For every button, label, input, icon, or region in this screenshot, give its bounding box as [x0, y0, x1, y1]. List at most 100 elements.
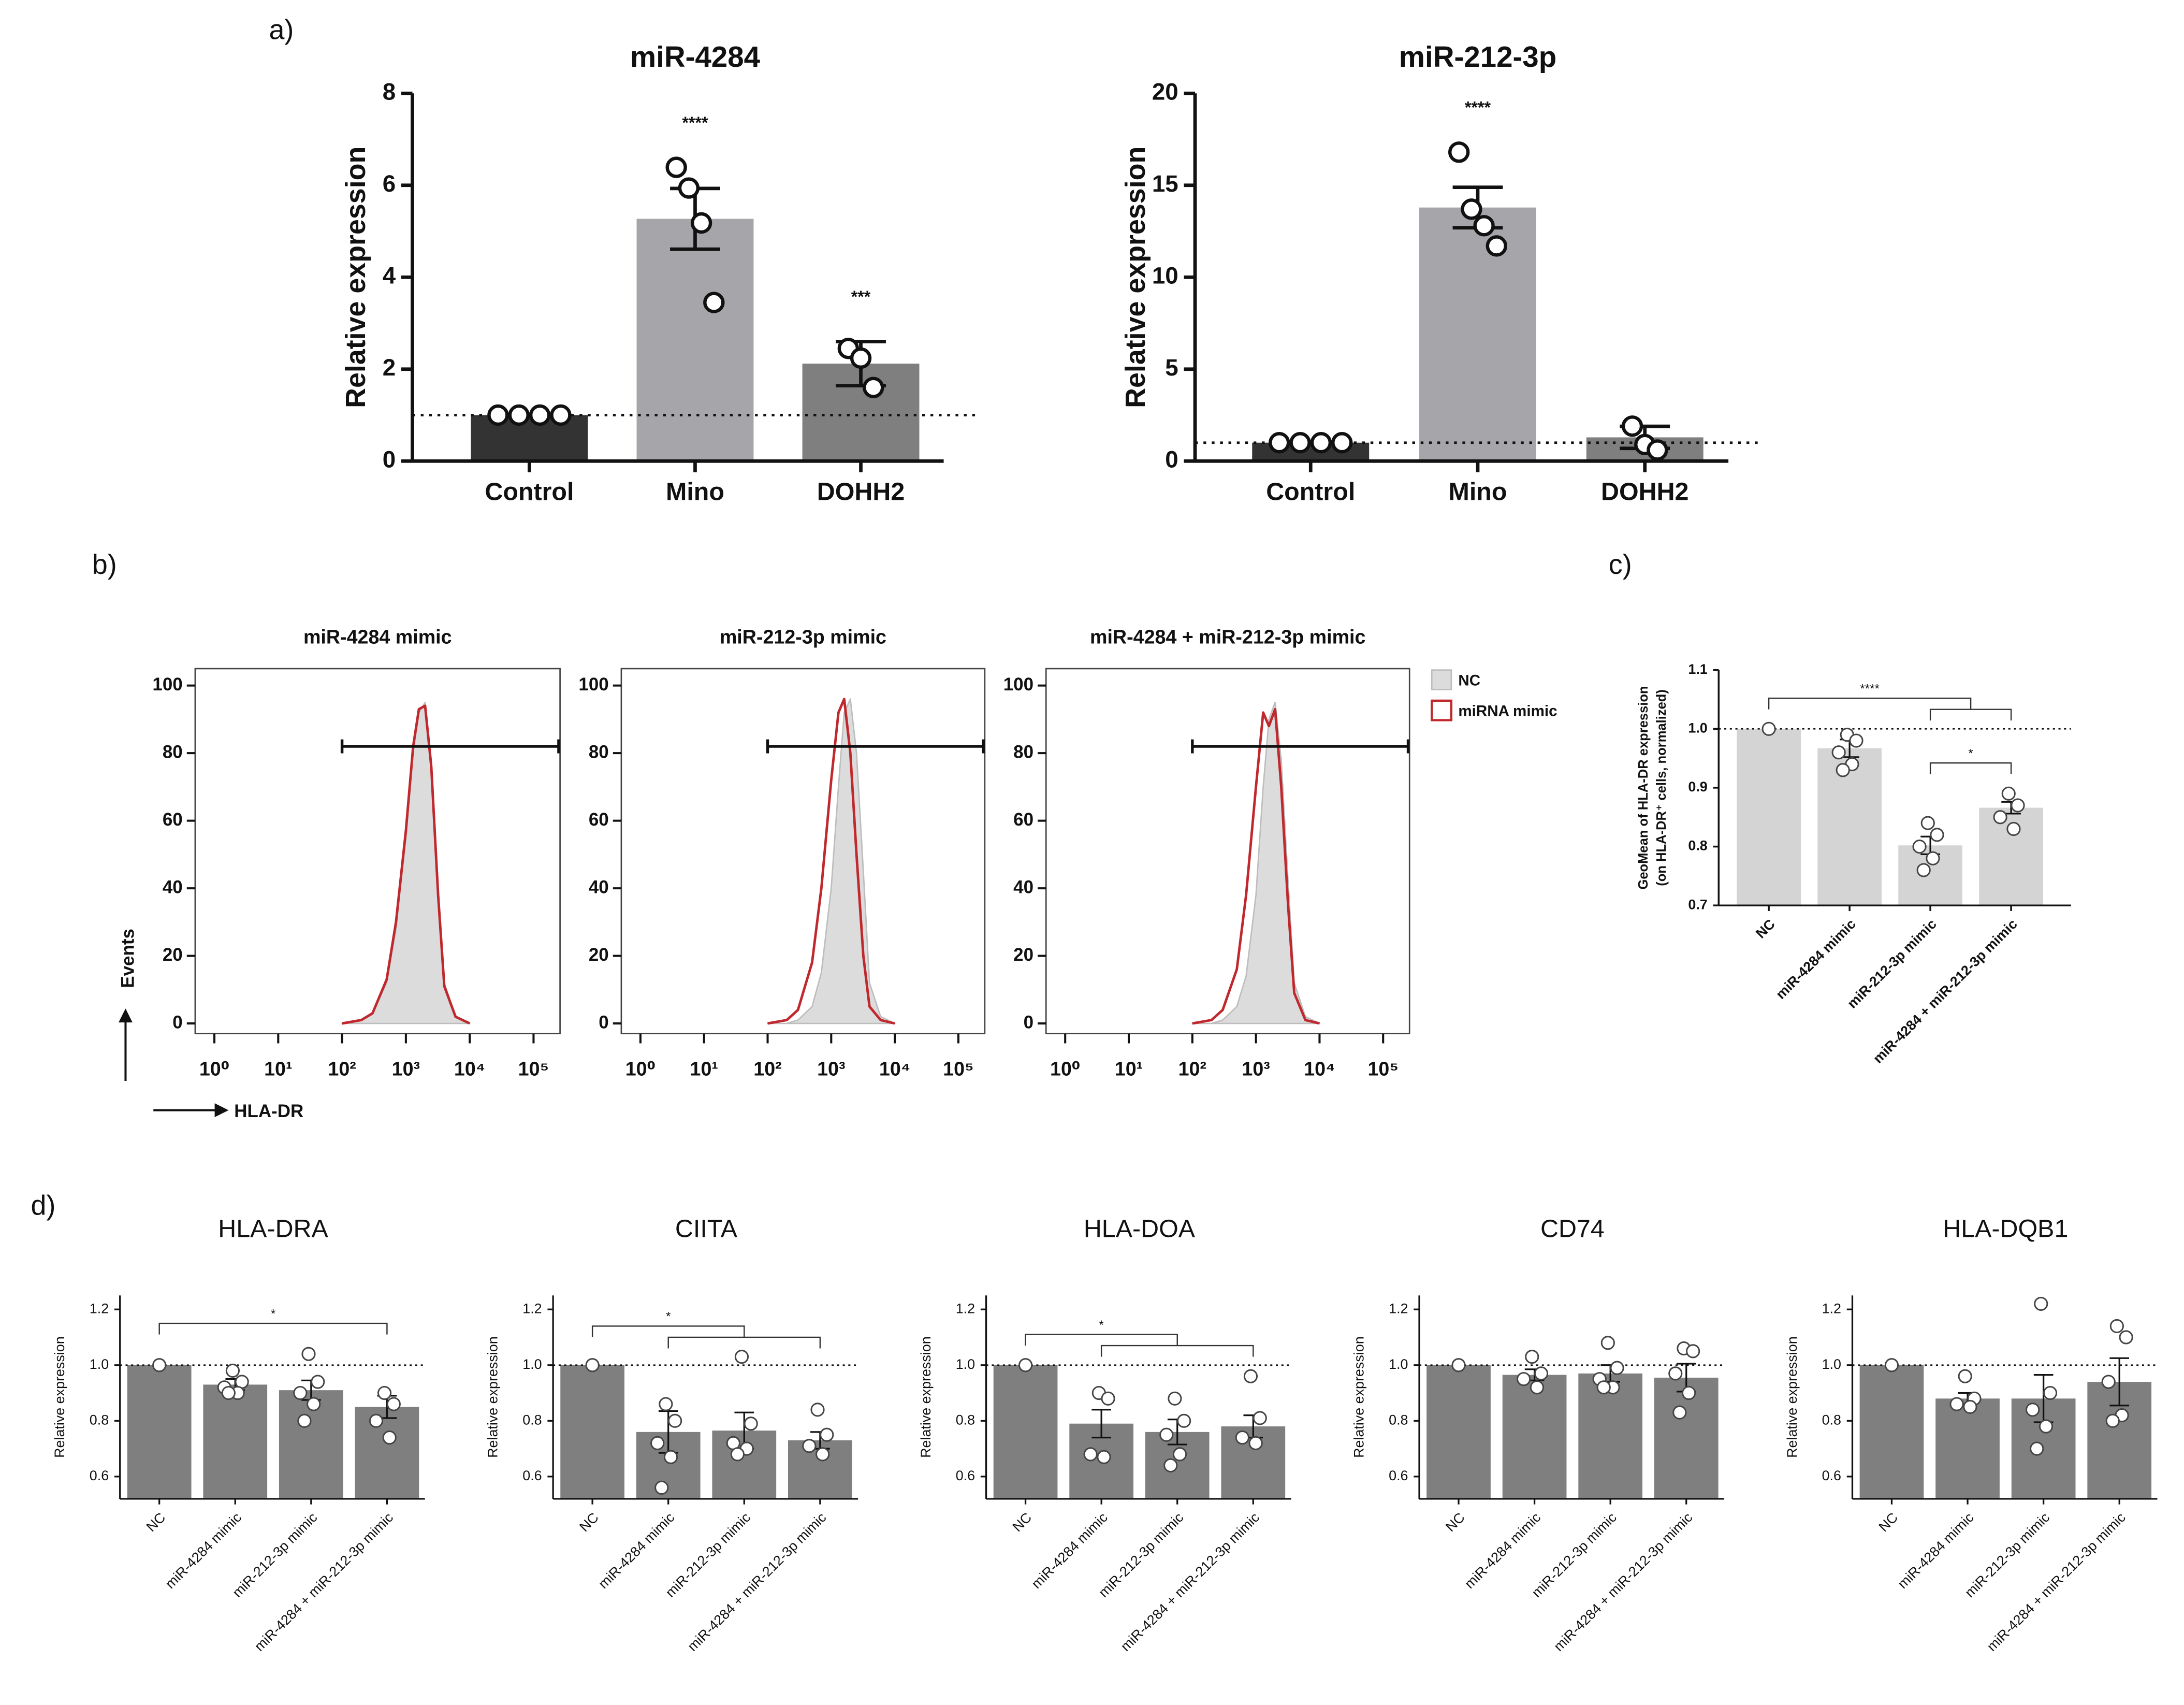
y-tick-label: 60: [589, 810, 609, 830]
data-point: [1534, 1366, 1549, 1381]
significance-bracket: [1025, 1334, 1254, 1357]
x-tick-label: 10⁴: [454, 1058, 486, 1079]
y-tick-label: 0.8: [1822, 1412, 1841, 1427]
data-point: [1448, 141, 1470, 163]
data-point: [1949, 1397, 1964, 1411]
y-tick-label: 60: [163, 810, 183, 830]
y-tick-label: 20: [1152, 78, 1178, 105]
x-tick-label: 10¹: [1115, 1058, 1143, 1079]
y-tick-label: 1.0: [522, 1356, 542, 1372]
significance: ****: [1860, 682, 1880, 696]
data-point: [1600, 1336, 1615, 1350]
x-axis-label: HLA-DR: [234, 1101, 303, 1121]
x-tick-label: 10¹: [690, 1058, 718, 1079]
y-axis-label: Relative expression: [918, 1336, 934, 1458]
y-tick-label: 0.6: [1389, 1468, 1408, 1483]
x-tick-label: Mino: [666, 478, 724, 506]
data-point: [1083, 1447, 1098, 1462]
y-tick-label: 0.8: [522, 1412, 542, 1427]
x-tick-label: 10⁴: [879, 1058, 911, 1079]
y-tick-label: 0.6: [90, 1468, 109, 1483]
data-point: [1235, 1431, 1249, 1445]
data-point: [1177, 1413, 1191, 1428]
legend-swatch: [1431, 699, 1453, 721]
y-tick-label: 2: [383, 354, 396, 381]
y-tick-label: 1.1: [1688, 661, 1707, 677]
y-axis-label: Relative expression: [52, 1336, 67, 1458]
chart-title: HLA-DOA: [1084, 1215, 1196, 1242]
y-tick-label: 1.0: [1822, 1356, 1841, 1372]
x-tick-label: 10²: [328, 1058, 356, 1079]
data-point: [816, 1447, 830, 1462]
data-point: [1668, 1366, 1683, 1381]
data-point: [1243, 1369, 1258, 1383]
data-point: [703, 292, 725, 313]
y-axis-label: Relative expression: [1784, 1336, 1800, 1458]
y-tick-label: 40: [1013, 877, 1033, 897]
x-tick-label: DOHH2: [817, 478, 905, 506]
y-tick-label: 1.2: [1822, 1301, 1841, 1316]
data-point: [1916, 863, 1931, 877]
x-tick-label: 10⁵: [518, 1058, 549, 1079]
plot-frame: [1045, 668, 1410, 1034]
bar: [1419, 207, 1536, 461]
significance-bracket: [1768, 697, 2012, 721]
significance: *: [271, 1307, 276, 1321]
subplot-title: miR-4284 mimic: [303, 626, 452, 648]
y-tick-label: 80: [163, 742, 183, 762]
bar: [636, 219, 754, 461]
x-tick-label: 10⁰: [199, 1058, 229, 1079]
data-point: [221, 1385, 236, 1400]
y-tick-label: 60: [1013, 810, 1033, 830]
y-tick-label: 1.2: [956, 1301, 975, 1316]
data-point: [1686, 1344, 1700, 1359]
x-tick-label: 10⁴: [1304, 1058, 1335, 1079]
data-point: [1473, 215, 1495, 237]
y-tick-label: 0.7: [1688, 897, 1707, 912]
y-axis-label: Relative expression: [340, 147, 371, 408]
histogram-curve: [1192, 707, 1320, 1025]
hla-dr-arrow-head: [214, 1103, 229, 1118]
y-axis-label: (on HLA-DR⁺ cells, normalized): [1654, 689, 1669, 886]
y-tick-label: 0.8: [1688, 838, 1707, 854]
y-tick-label: 1.0: [1688, 720, 1707, 735]
chart-title: miR-4284: [630, 40, 761, 73]
data-point: [1269, 432, 1290, 454]
y-tick-label: 0.8: [1389, 1412, 1408, 1427]
data-point: [529, 404, 551, 426]
data-point: [307, 1397, 321, 1411]
data-point: [1672, 1405, 1687, 1420]
y-tick-label: 80: [589, 742, 609, 762]
panel-label: c): [1609, 549, 1632, 580]
data-point: [1912, 839, 1927, 854]
data-point: [1159, 1427, 1174, 1442]
y-tick-label: 20: [1013, 945, 1033, 965]
data-point: [2039, 1419, 2054, 1434]
significance: ****: [682, 113, 708, 132]
y-tick-label: 0.6: [1822, 1468, 1841, 1483]
chart-title: HLA-DQB1: [1943, 1215, 2068, 1242]
data-point: [730, 1447, 745, 1462]
data-point: [2030, 1441, 2044, 1456]
data-point: [744, 1417, 758, 1431]
x-tick-label: 10⁰: [625, 1058, 656, 1079]
data-point: [1610, 1361, 1624, 1375]
y-tick-label: 80: [1013, 742, 1033, 762]
histogram-curve: [767, 698, 895, 1025]
x-tick-label: 10³: [392, 1058, 420, 1079]
bar: [355, 1407, 419, 1499]
bar: [1859, 1365, 1924, 1499]
panel-label: b): [92, 549, 117, 580]
data-point: [2105, 1413, 2120, 1428]
panel-label: d): [31, 1190, 56, 1221]
data-point: [802, 1439, 817, 1453]
data-point: [1310, 432, 1332, 454]
y-axis-label: Relative expression: [1351, 1336, 1366, 1458]
chart-title: miR-212-3p: [1399, 40, 1556, 73]
data-point: [1596, 1380, 1611, 1395]
y-tick-label: 100: [578, 674, 608, 695]
significance: *: [1968, 746, 1973, 760]
data-point: [1525, 1350, 1539, 1364]
